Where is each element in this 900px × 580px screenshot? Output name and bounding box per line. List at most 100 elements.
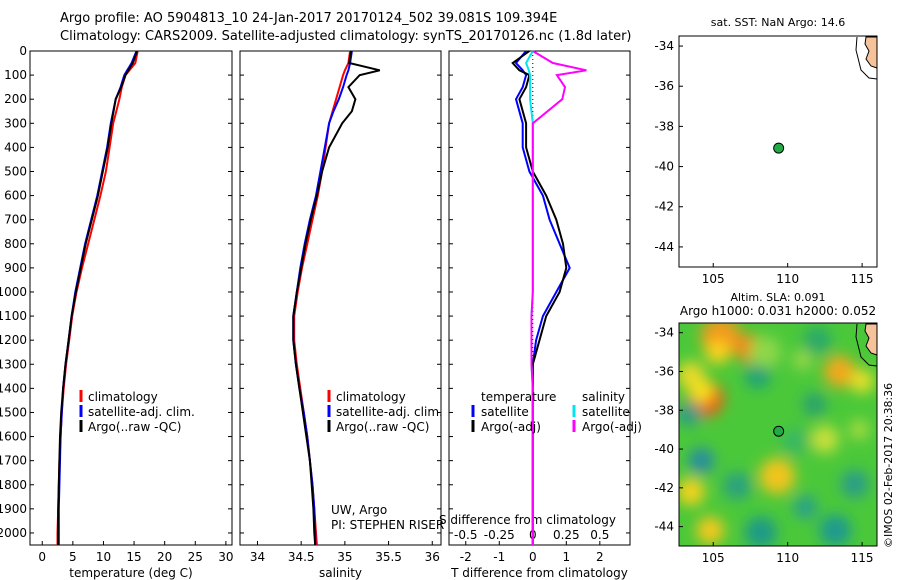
sla-anomaly-blob (688, 447, 715, 474)
sla-anomaly-blob (723, 471, 752, 500)
depth-tick-label: 1300 (0, 357, 27, 371)
depth-tick-label: 400 (4, 140, 27, 154)
salinity-xtick-label: 34.5 (288, 550, 315, 564)
difference-axes-box (448, 50, 631, 546)
salinity-annotation-line-2: PI: STEPHEN RISER (331, 518, 444, 532)
depth-tick-label: 200 (4, 92, 27, 106)
depth-tick-label: 1100 (0, 309, 27, 323)
depth-tick-label: 2000 (0, 526, 27, 540)
difference-legend-salinity-argo: Argo(-adj) (582, 420, 642, 434)
sla-map-ytick-label: -38 (654, 403, 674, 417)
salinity-axes-box (239, 50, 442, 546)
sla-map-contour (855, 323, 878, 367)
sla-anomaly-blob (793, 495, 818, 520)
depth-tick-label: 300 (4, 116, 27, 130)
salinity-xtick-label: 35.5 (375, 550, 402, 564)
sla-anomaly-blob (840, 469, 869, 498)
sla-map-land (864, 323, 878, 356)
temperature-xtick-label: 15 (126, 550, 141, 564)
salinity-legend-label: satellite-adj. clim. (336, 405, 443, 419)
difference-stick-label: -0.5 (454, 528, 477, 542)
depth-tick-label: 0 (19, 44, 27, 58)
temperature-xtick-label: 5 (69, 550, 77, 564)
temperature-xtick-label: 30 (218, 550, 233, 564)
sla-anomaly-blob (810, 425, 839, 454)
sst-map-ytick-label: -36 (654, 79, 674, 93)
sst-map-xtick-label: 115 (851, 272, 874, 286)
depth-tick-label: 1800 (0, 478, 27, 492)
sst-float-marker (773, 142, 785, 154)
sla-map-frame (678, 322, 878, 547)
salinity-xtick-label: 35 (337, 550, 352, 564)
difference-legend-salinity-satellite: satellite (582, 405, 630, 419)
temperature-xlabel: temperature (deg C) (69, 566, 192, 580)
depth-tick-label: 100 (4, 68, 27, 82)
sst-map-ytick-label: -44 (654, 240, 674, 254)
depth-tick-label: 600 (4, 189, 27, 203)
sla-anomaly-blob (759, 458, 796, 495)
difference-xtick-label: -1 (493, 550, 505, 564)
sla-anomaly-blob (850, 369, 875, 394)
difference-xtick-label: 2 (596, 550, 604, 564)
sla-map-xtick-label: 105 (702, 551, 725, 565)
salinity-xlabel: salinity (319, 566, 362, 580)
sla-map-ytick-label: -44 (654, 520, 674, 534)
temperature-xtick-label: 20 (157, 550, 172, 564)
salinity-legend-label: climatology (336, 390, 406, 404)
difference-stick-label: 0.5 (590, 528, 609, 542)
depth-tick-label: 1900 (0, 502, 27, 516)
sla-anomaly-blob (689, 378, 714, 403)
sla-map-xtick-label: 115 (851, 551, 874, 565)
difference-xlabel2: S difference from climatology (439, 513, 616, 527)
depth-tick-label: 800 (4, 237, 27, 251)
sst-map-contour (855, 36, 878, 80)
depth-tick-label: 900 (4, 261, 27, 275)
difference-legend-temperature-title: temperature (481, 390, 556, 404)
difference-xtick-label: -2 (460, 550, 472, 564)
sla-anomaly-blob (749, 336, 782, 369)
temperature-xtick-label: 0 (38, 550, 46, 564)
temperature-legend-label: Argo(..raw -QC) (88, 420, 181, 434)
sst-map-title: sat. SST: NaN Argo: 14.6 (711, 16, 845, 29)
sla-anomaly-blob (744, 516, 777, 546)
temperature-axes-box (29, 50, 233, 546)
sla-anomaly-blob (819, 514, 852, 546)
figure-title-line-1: Argo profile: AO 5904813_10 24-Jan-2017 … (60, 11, 558, 26)
sla-map-ytick-label: -36 (654, 364, 674, 378)
depth-tick-label: 700 (4, 213, 27, 227)
salinity-annotation-line-1: UW, Argo (331, 503, 387, 517)
sst-map-xtick-label: 110 (776, 272, 799, 286)
sla-map-ytick-label: -34 (654, 326, 674, 340)
sla-map-subtitle: Argo h1000: 0.031 h2000: 0.052 (680, 304, 876, 318)
sla-anomaly-blob (849, 419, 870, 440)
depth-tick-label: 1000 (0, 285, 27, 299)
salinity-xtick-label: 34 (250, 550, 265, 564)
sst-map-frame (678, 35, 878, 268)
temperature-xtick-label: 25 (188, 550, 203, 564)
sla-anomaly-blob (823, 355, 856, 388)
difference-legend-temperature-satellite: satellite (481, 405, 529, 419)
temperature-legend-label: climatology (88, 390, 158, 404)
depth-tick-label: 1500 (0, 405, 27, 419)
sla-anomaly-blob (679, 477, 705, 506)
sst-map-xtick-label: 105 (702, 272, 725, 286)
temperature-legend-label: satellite-adj. clim. (88, 405, 195, 419)
sla-anomaly-blob (705, 340, 730, 365)
salinity-xtick-label: 36 (425, 550, 440, 564)
depth-tick-label: 1400 (0, 381, 27, 395)
difference-xlabel: T difference from climatology (450, 566, 628, 580)
sla-anomaly-blob (781, 427, 810, 456)
difference-series-3 (530, 50, 587, 545)
sla-map-title: Altim. SLA: 0.091 (730, 291, 825, 304)
sla-anomaly-blob (792, 349, 813, 370)
sla-anomaly-blob (803, 326, 832, 355)
sst-map-ytick-label: -40 (654, 160, 674, 174)
sla-map-ytick-label: -40 (654, 442, 674, 456)
figure-title-line-2: Climatology: CARS2009. Satellite-adjuste… (60, 29, 632, 44)
sla-map-ytick-label: -42 (654, 481, 674, 495)
salinity-legend-label: Argo(..raw -QC) (336, 420, 429, 434)
sla-map-xtick-label: 110 (776, 551, 799, 565)
difference-legend-salinity-title: salinity (582, 390, 625, 404)
